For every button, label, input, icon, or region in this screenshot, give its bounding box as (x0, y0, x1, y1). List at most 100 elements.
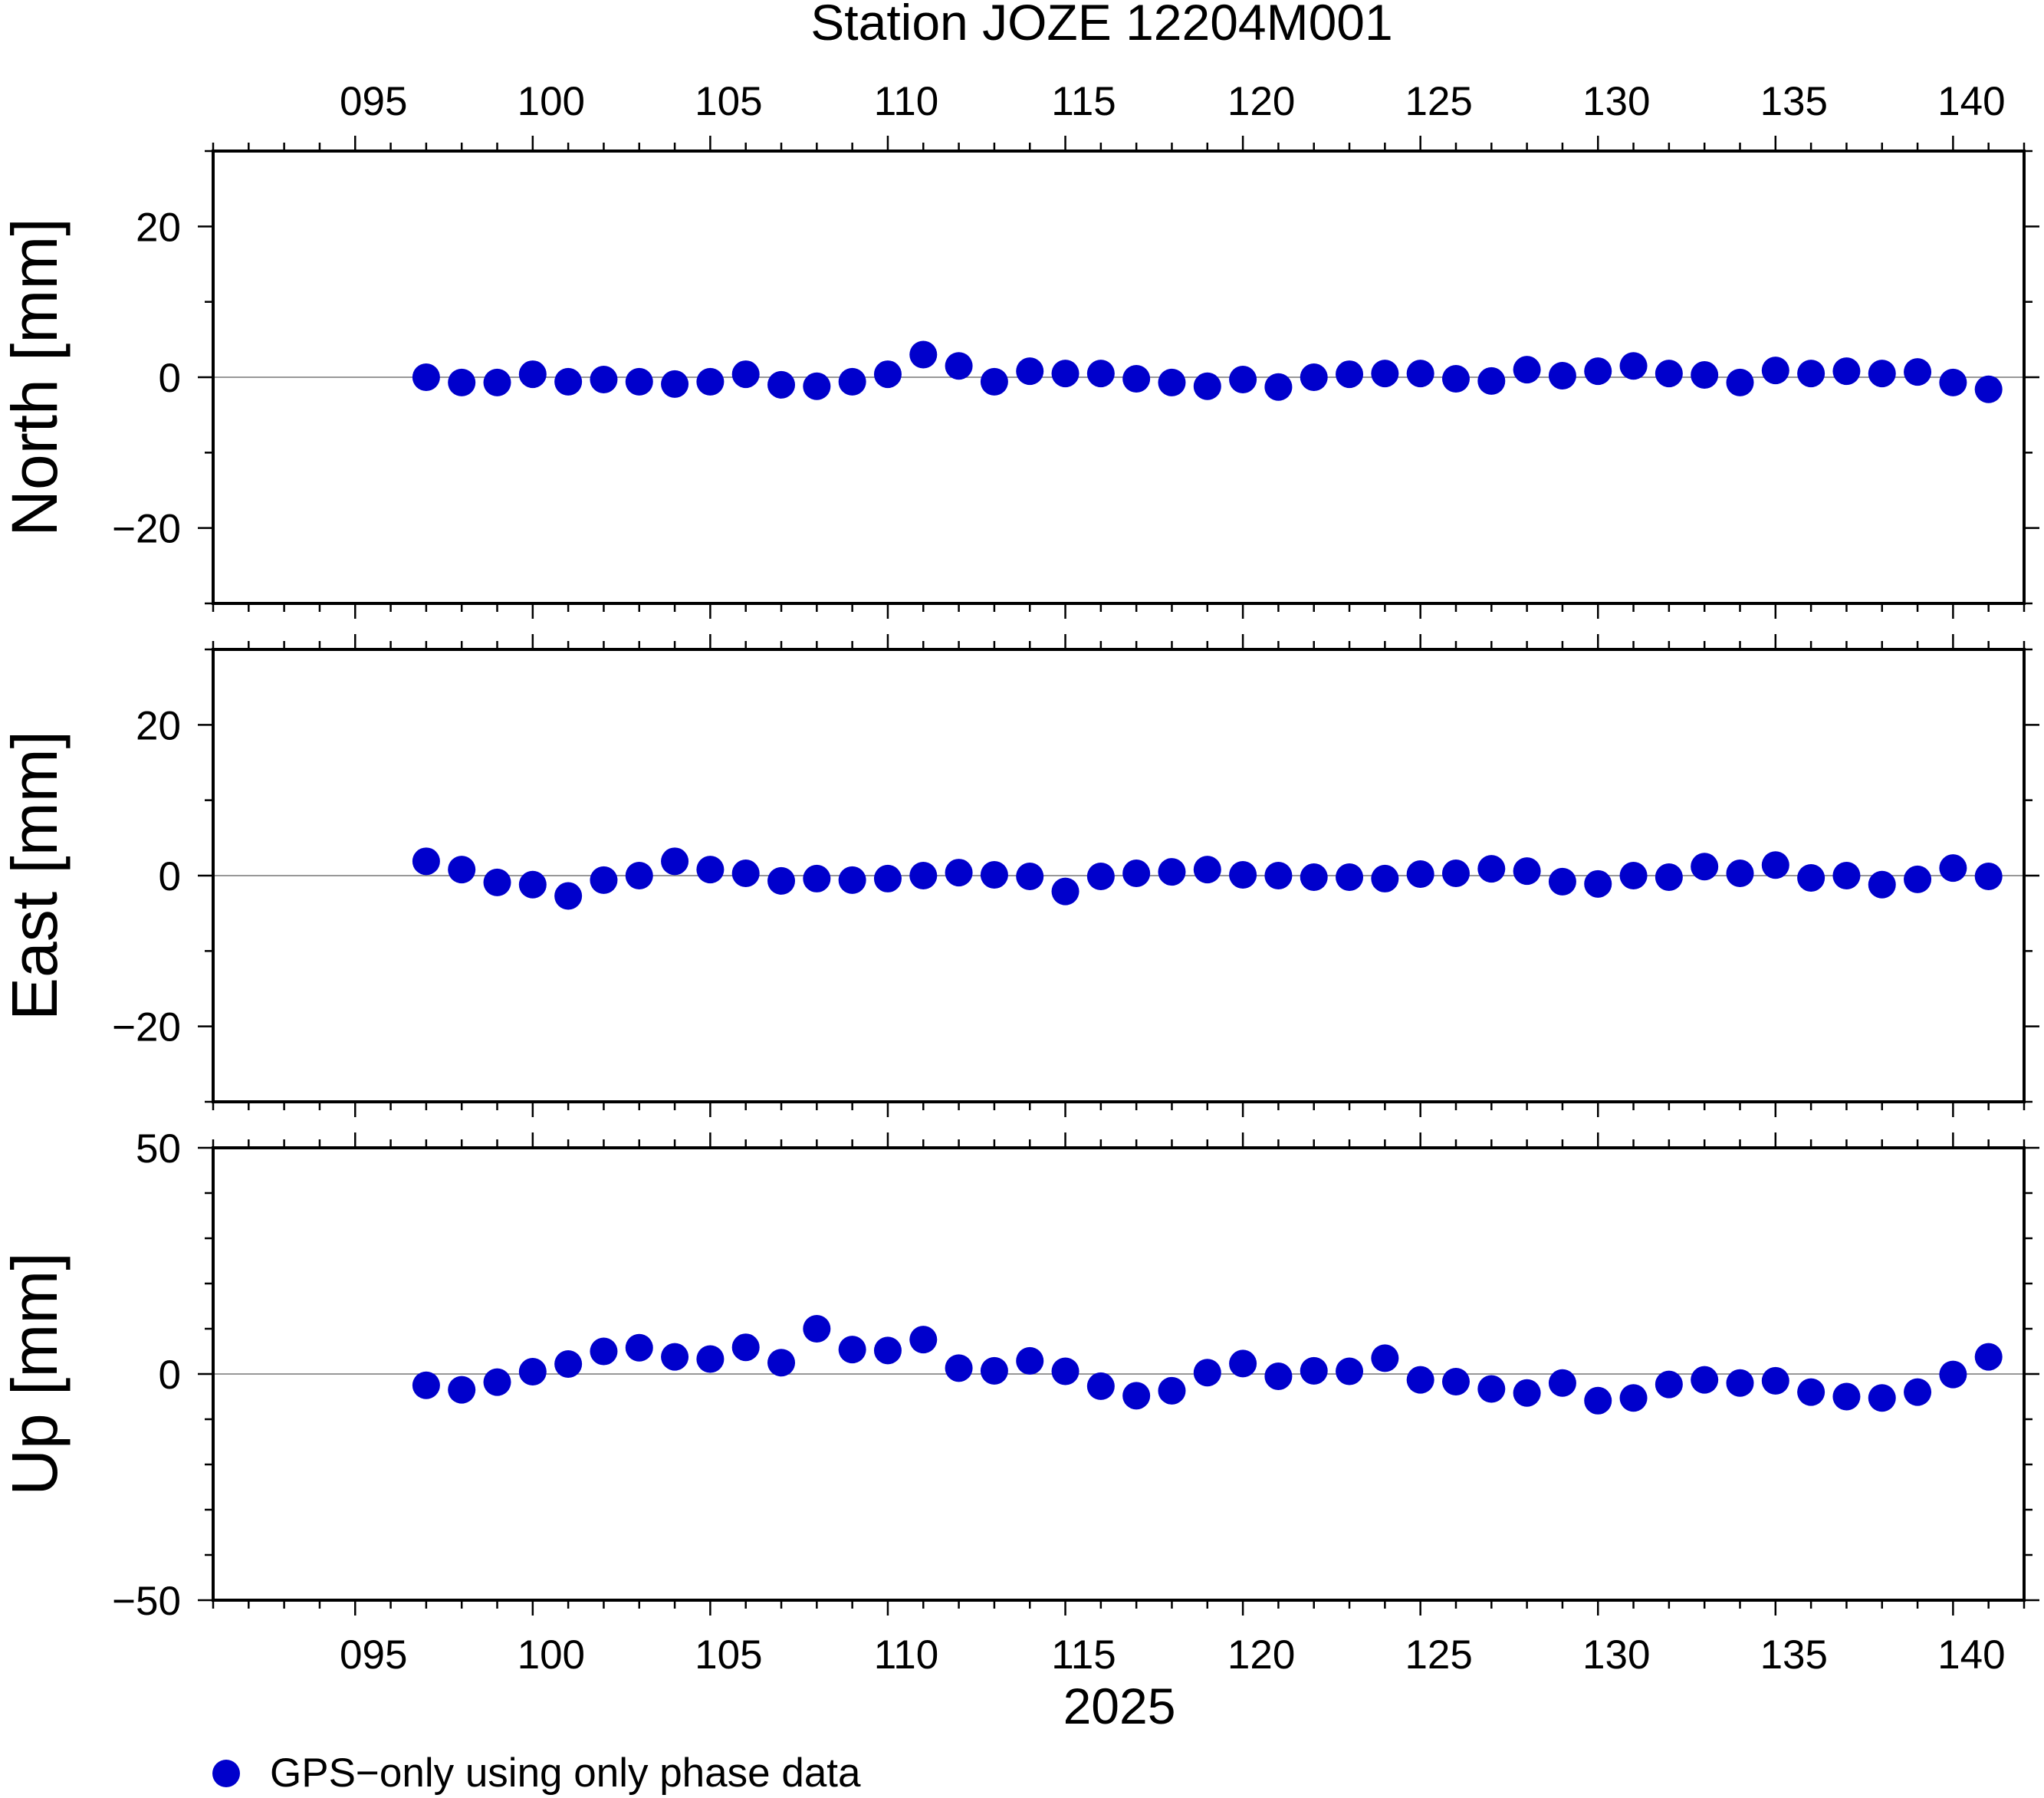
data-point (1300, 1356, 1328, 1385)
data-point (1264, 862, 1293, 889)
data-point (1441, 364, 1470, 393)
data-point (909, 1326, 938, 1354)
x-tick-label-bottom: 125 (1405, 1632, 1472, 1678)
x-tick-label-top: 100 (518, 79, 585, 124)
data-point (1868, 1384, 1896, 1412)
y-tick-label: −20 (112, 1005, 181, 1050)
data-point (518, 360, 547, 389)
data-point (625, 367, 653, 396)
data-point (1406, 860, 1434, 889)
data-point (1548, 1369, 1576, 1397)
data-point (1691, 361, 1719, 390)
panel-2: 20 0 −20 East [mm] (0, 634, 2039, 1117)
x-tick-label-bottom: 130 (1582, 1632, 1650, 1678)
x-tick-label-top: 095 (340, 79, 407, 124)
data-point (1726, 860, 1754, 888)
data-point (838, 1336, 866, 1364)
data-point (1619, 352, 1648, 380)
x-axis-label: 2025 (1063, 1678, 1176, 1734)
data-point (448, 368, 476, 396)
data-point (1086, 360, 1115, 388)
panel-3: 50 0 −50 Up [mm] (0, 1126, 2039, 1624)
data-point (1477, 855, 1506, 883)
data-point (448, 1376, 476, 1404)
data-point (1051, 1357, 1080, 1385)
y-tick-label: 0 (159, 356, 181, 401)
data-point (1584, 357, 1612, 386)
data-point (1371, 1344, 1399, 1372)
data-point (1477, 1375, 1506, 1403)
data-point (1584, 1386, 1612, 1415)
y-tick-label: 0 (159, 1353, 181, 1398)
data-point (1229, 1349, 1257, 1378)
data-point (661, 370, 689, 398)
data-point (1832, 1382, 1861, 1411)
data-point (1761, 851, 1789, 879)
data-point (696, 367, 725, 396)
data-point (1619, 1384, 1648, 1412)
data-point (412, 1371, 440, 1399)
data-point (1086, 862, 1115, 890)
data-point (1016, 862, 1044, 890)
panel-1: 20 0 −20 North [mm] (0, 136, 2039, 619)
data-point (980, 1356, 1008, 1385)
data-point (1619, 862, 1648, 889)
data-point (518, 1358, 547, 1386)
data-point (1406, 360, 1434, 388)
data-point (1229, 365, 1257, 393)
y-tick-label: 50 (136, 1126, 181, 1172)
data-point (1974, 1343, 2003, 1371)
data-point (1655, 863, 1683, 891)
data-point (1264, 1362, 1293, 1390)
data-point (1548, 867, 1576, 896)
x-tick-label-bottom: 110 (874, 1632, 939, 1678)
x-tick-label-top: 110 (874, 79, 939, 124)
data-point (1300, 863, 1328, 891)
data-point (1691, 1366, 1719, 1394)
data-point (448, 856, 476, 884)
x-tick-label-bottom: 095 (340, 1632, 407, 1678)
data-point (1229, 861, 1257, 889)
data-point (1051, 877, 1080, 906)
data-point (412, 363, 440, 391)
x-tick-label-top: 130 (1582, 79, 1650, 124)
data-point (1477, 367, 1506, 395)
data-point (1336, 360, 1364, 389)
data-point (980, 861, 1008, 889)
data-point (1868, 360, 1896, 388)
data-point (1868, 870, 1896, 899)
data-point (909, 340, 938, 369)
data-point (909, 862, 938, 889)
data-point (483, 868, 511, 896)
data-point (696, 856, 725, 884)
data-point (731, 360, 760, 389)
data-point (1371, 864, 1399, 892)
data-point (1406, 1366, 1434, 1394)
data-point (1193, 856, 1221, 884)
data-point (661, 1343, 689, 1371)
data-point (1655, 1370, 1683, 1399)
data-point (1051, 360, 1080, 388)
data-point (554, 367, 583, 396)
data-point (625, 1333, 653, 1362)
data-point (1016, 357, 1044, 386)
data-point (1086, 1372, 1115, 1400)
data-point (1158, 1376, 1186, 1405)
data-point (1584, 869, 1612, 898)
data-point (1336, 1357, 1364, 1385)
y-tick-label: −50 (112, 1579, 181, 1624)
legend: GPS−only using only phase data (212, 1750, 861, 1796)
data-point (1300, 363, 1328, 391)
legend-label: GPS−only using only phase data (270, 1750, 861, 1796)
data-point (803, 372, 831, 400)
data-point (554, 1350, 583, 1379)
data-point (1761, 1366, 1789, 1395)
data-point (1726, 1369, 1754, 1397)
data-point (1974, 862, 2003, 890)
data-point (412, 847, 440, 876)
data-point (483, 1368, 511, 1396)
data-point (803, 864, 831, 892)
data-point (1797, 1378, 1825, 1406)
y-tick-label: 20 (136, 205, 181, 250)
